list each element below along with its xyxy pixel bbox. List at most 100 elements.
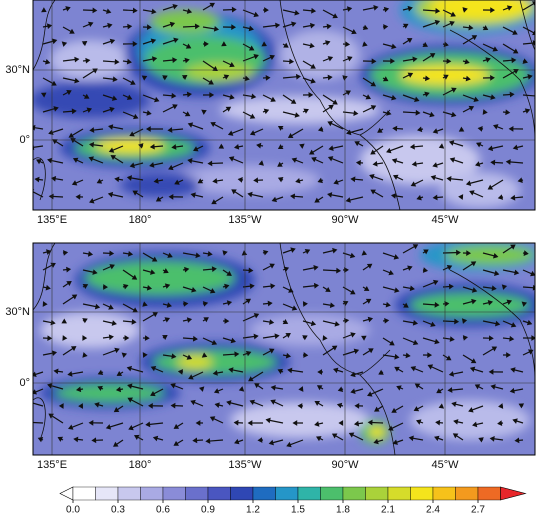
arrow-head <box>471 298 477 305</box>
arrow-head <box>290 98 297 104</box>
arrow-head <box>456 249 461 256</box>
arrow-head <box>40 92 47 98</box>
arrow-head <box>75 194 81 200</box>
arrow-head <box>384 317 390 324</box>
arrow-head <box>97 369 104 376</box>
arrow-head <box>491 285 497 292</box>
arrow-head <box>204 41 209 47</box>
arrow-head <box>309 149 315 155</box>
colorbar-box <box>432 486 456 501</box>
arrow-head <box>283 42 289 48</box>
arrow-head <box>82 335 88 341</box>
arrow-head <box>130 79 136 85</box>
arrow-head <box>446 58 452 65</box>
arrow-head <box>53 106 59 112</box>
arrow-head <box>150 269 156 275</box>
arrow-head <box>108 147 115 153</box>
arrow-head <box>108 124 114 130</box>
colorbar-box <box>297 486 321 501</box>
arrow-head <box>325 286 331 292</box>
arrow-head <box>493 124 499 130</box>
arrow-head <box>127 250 134 257</box>
arrow-head <box>317 177 323 184</box>
arrow-head <box>353 420 360 427</box>
arrow-head <box>508 126 514 132</box>
arrow-head <box>416 419 422 425</box>
arrow-head <box>498 403 504 409</box>
arrow-head <box>222 250 228 256</box>
lon-label: 45°W <box>431 214 459 226</box>
panel-frame <box>32 242 536 456</box>
arrow-head <box>450 11 456 17</box>
arrow-head <box>510 322 517 328</box>
arrow-head <box>231 189 237 195</box>
colorbar-tick-label: 2.7 <box>471 505 485 516</box>
arrow-head <box>407 72 414 78</box>
arrow-head <box>207 250 213 257</box>
arrow-head <box>163 268 169 274</box>
arrow-head <box>285 352 292 359</box>
arrow-head <box>233 419 239 426</box>
arrow-head <box>82 318 88 324</box>
arrow-head <box>234 351 240 358</box>
arrow-head <box>497 420 503 426</box>
arrow-head <box>201 109 207 115</box>
arrow-head <box>229 94 235 100</box>
arrow-head <box>334 321 340 327</box>
arrow-head <box>185 43 192 49</box>
arrow-head <box>198 386 205 392</box>
arrow-head <box>88 156 94 162</box>
arrow-head <box>169 21 176 28</box>
arrow-head <box>373 438 379 445</box>
arrow-head <box>311 157 317 163</box>
arrow-head <box>207 160 213 167</box>
arrow-head <box>370 81 377 87</box>
arrow-head <box>434 301 440 308</box>
arrow-head <box>245 350 252 357</box>
arrow-head <box>370 189 376 195</box>
arrow-head <box>372 160 378 167</box>
arrow-head <box>36 159 42 165</box>
arrow-head <box>186 317 193 323</box>
arrow-head <box>325 40 331 46</box>
arrow-head <box>353 110 359 117</box>
arrow-head <box>327 121 333 127</box>
arrow-head <box>53 368 59 375</box>
arrow-head <box>407 265 413 271</box>
arrow-head <box>353 348 360 355</box>
arrow-head <box>57 436 64 442</box>
arrow-head <box>172 57 178 63</box>
arrow-head <box>374 406 380 412</box>
arrow-head <box>209 288 216 294</box>
arrow-head <box>346 6 353 12</box>
arrow-head <box>510 367 516 373</box>
arrow-head <box>349 252 356 259</box>
arrow-head <box>522 58 528 64</box>
arrow-head <box>365 298 372 304</box>
arrow-head <box>82 283 89 289</box>
arrow-head <box>265 417 271 424</box>
colorbar-tick-label: 0.3 <box>111 505 125 516</box>
arrow-head <box>152 435 159 442</box>
arrow-head <box>491 346 498 352</box>
arrow-head <box>268 439 274 446</box>
arrow-head <box>367 391 373 397</box>
arrow-head <box>265 74 271 81</box>
arrow-head <box>469 366 476 373</box>
arrow-head <box>449 20 455 27</box>
arrow-head <box>303 108 309 114</box>
arrow-head <box>271 196 278 203</box>
arrow-head <box>432 162 438 168</box>
arrow-head <box>263 249 269 256</box>
arrow-head <box>107 22 113 29</box>
arrow-head <box>115 386 122 393</box>
arrow-head <box>530 270 535 277</box>
arrow-head <box>92 269 98 275</box>
arrow-head <box>83 93 90 99</box>
arrow-head <box>167 127 173 133</box>
colorbar-box <box>162 486 186 501</box>
arrow-head <box>149 162 155 168</box>
arrow-head <box>283 266 290 272</box>
arrow-head <box>476 142 482 148</box>
arrow-head <box>462 335 469 341</box>
